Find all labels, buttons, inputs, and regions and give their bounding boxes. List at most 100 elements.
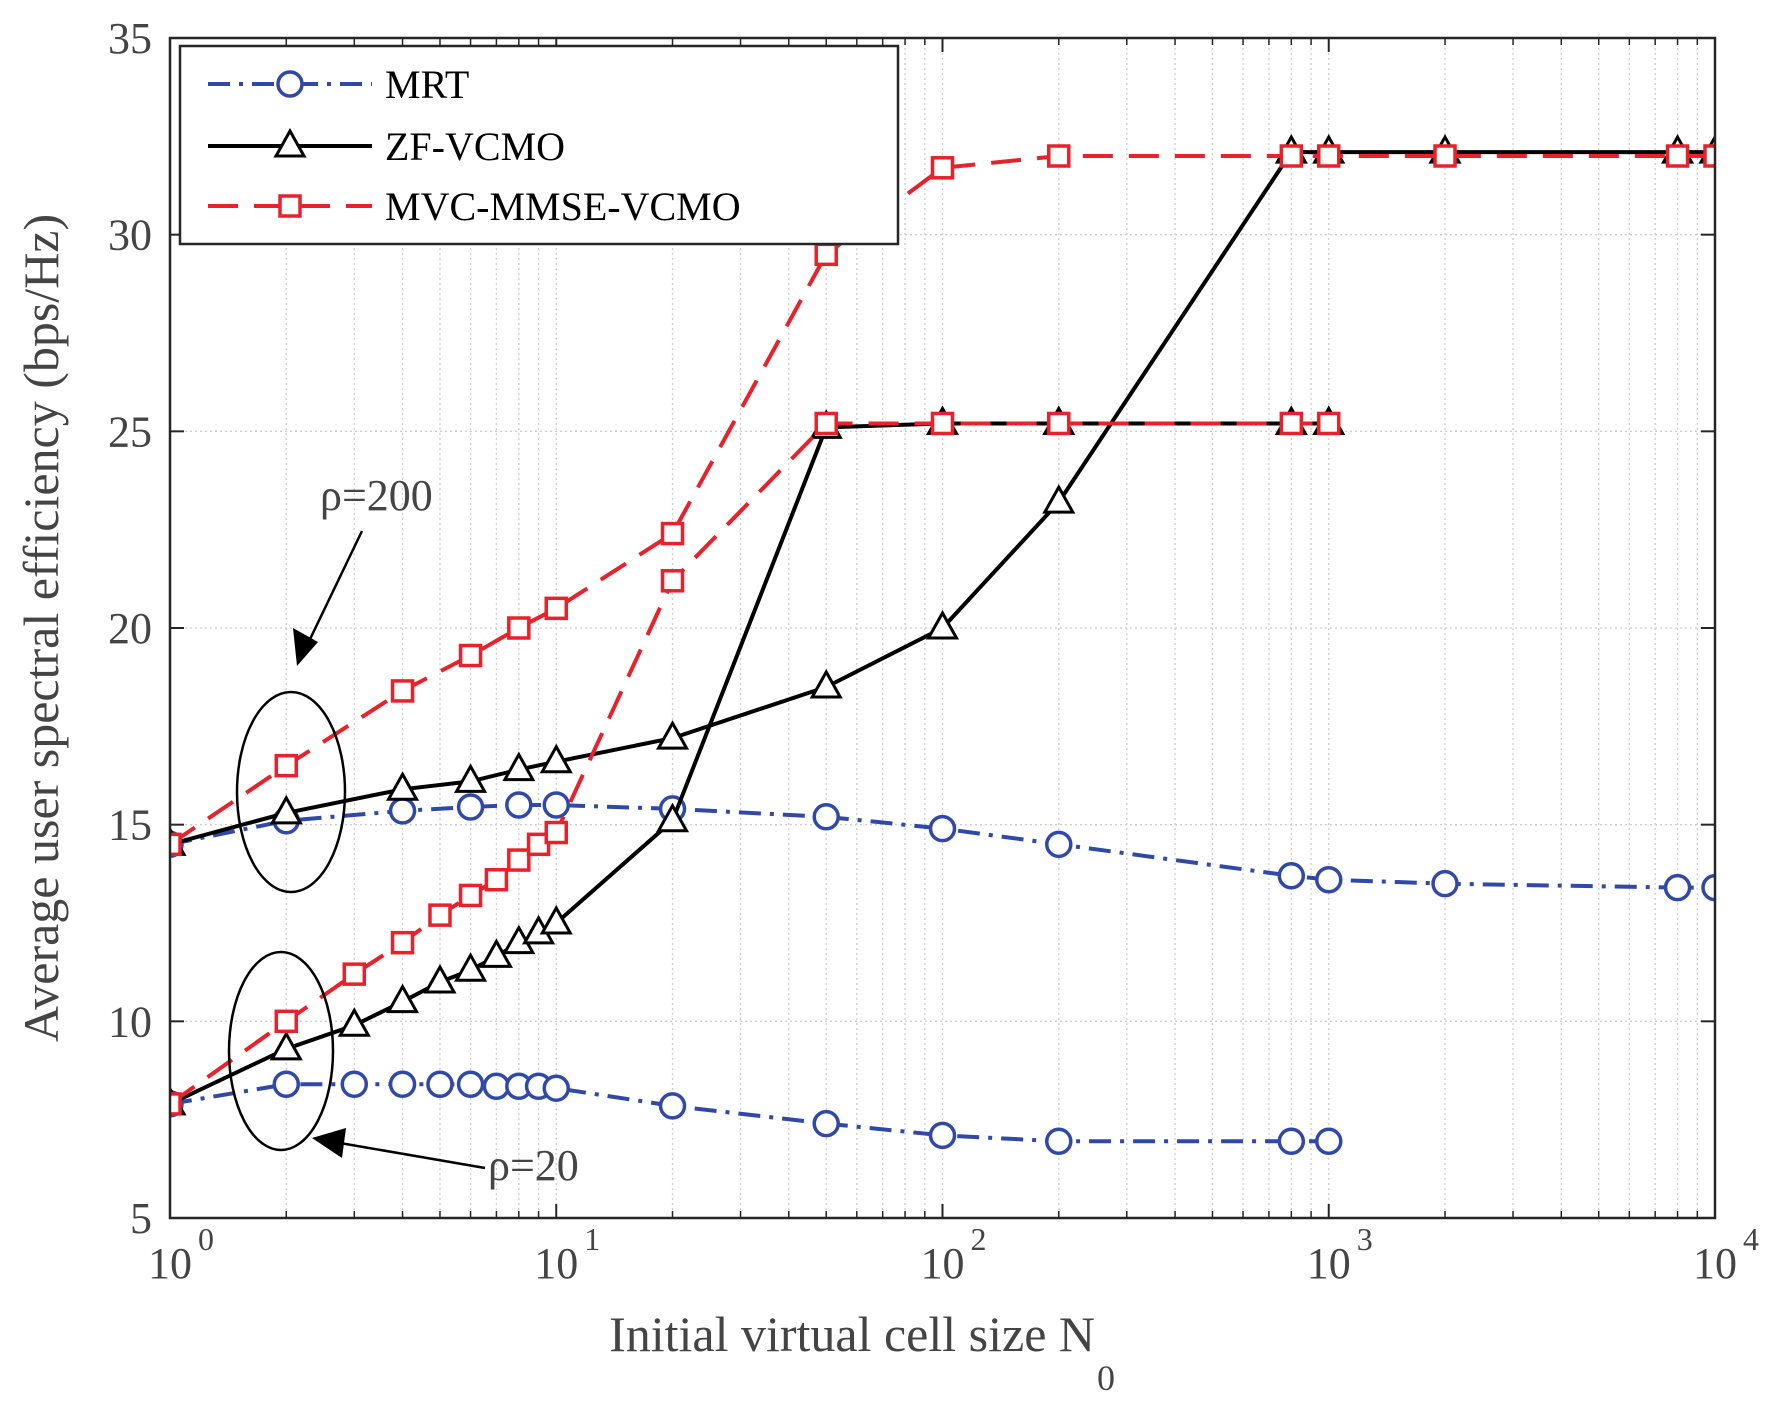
- data-point: [1279, 411, 1304, 436]
- data-point: [502, 751, 536, 782]
- data-point: [1279, 144, 1304, 168]
- x-tick-label-exponent: 1: [584, 1221, 600, 1257]
- data-point: [660, 569, 685, 593]
- x-tick-label-exponent: 4: [1743, 1221, 1759, 1257]
- series-layer: [170, 133, 1715, 1156]
- x-tick-label-exponent: 0: [198, 1221, 214, 1257]
- rho-200-arrowhead: [293, 628, 318, 666]
- data-point: [1665, 144, 1690, 168]
- data-point: [928, 814, 957, 843]
- data-point: [388, 797, 417, 825]
- data-point: [507, 848, 531, 872]
- data-point: [458, 643, 483, 668]
- legend-mvc-marker: [278, 194, 302, 218]
- data-point: [1317, 144, 1341, 168]
- data-point: [1663, 873, 1692, 902]
- data-point: [930, 411, 955, 436]
- data-point: [385, 983, 420, 1014]
- data-point: [482, 1072, 511, 1100]
- y-tick-label: 20: [108, 604, 152, 653]
- data-point: [456, 1070, 485, 1099]
- data-point: [544, 820, 568, 845]
- data-point: [1045, 1127, 1073, 1156]
- annotation-rho-20: ρ=20: [227, 950, 579, 1190]
- data-point: [456, 793, 485, 821]
- y-tick-label: 10: [108, 997, 152, 1046]
- data-point: [814, 411, 838, 436]
- data-point: [809, 668, 843, 699]
- x-tick-label: 10: [1307, 1239, 1351, 1288]
- x-tick-label: 10: [534, 1239, 578, 1288]
- data-point: [925, 609, 960, 640]
- rho-200-label: ρ=200: [320, 471, 433, 520]
- data-point: [426, 1070, 454, 1099]
- rho-20-arrowhead: [312, 1128, 346, 1158]
- legend-entry-mrt: MRT: [208, 62, 469, 107]
- y-tick-label: 15: [108, 801, 152, 850]
- legend-zf-marker: [273, 127, 307, 158]
- data-point: [340, 1070, 369, 1099]
- data-point: [928, 1121, 957, 1150]
- rho-20-ellipse: [227, 950, 335, 1152]
- data-point: [342, 962, 367, 986]
- series-line: [170, 154, 1715, 846]
- data-point: [539, 904, 573, 935]
- legend: MRT ZF-VCMO MVC-MMSE-VCMO: [178, 44, 900, 246]
- legend-entry-zf-vcmo: ZF-VCMO: [208, 124, 565, 169]
- data-point: [1047, 144, 1071, 168]
- rho-20-label: ρ=20: [488, 1141, 579, 1190]
- series-line: [170, 803, 1715, 890]
- x-tick-label: 10: [1693, 1239, 1737, 1288]
- data-point: [385, 771, 420, 801]
- x-tick-label-exponent: 3: [1357, 1221, 1373, 1257]
- annotation-rho-200: ρ=200: [235, 471, 433, 894]
- legend-mrt-label: MRT: [385, 62, 469, 107]
- legend-entry-mvc-mmse-vcmo: MVC-MMSE-VCMO: [208, 184, 741, 229]
- data-point: [526, 832, 551, 857]
- data-point: [170, 1092, 182, 1116]
- x-tick-label: 10: [148, 1239, 192, 1288]
- y-tick-label: 25: [108, 407, 152, 456]
- data-point: [812, 1109, 840, 1138]
- data-point: [1277, 862, 1306, 890]
- data-point: [269, 1030, 303, 1061]
- rho-200-ellipse: [235, 690, 347, 894]
- data-point: [542, 791, 570, 819]
- data-point: [658, 1092, 687, 1120]
- series-mvc-mmse-vcmo-rho-20: [170, 411, 1341, 1116]
- data-point: [454, 763, 488, 793]
- data-point: [1433, 144, 1457, 168]
- data-point: [458, 883, 483, 908]
- data-point: [390, 930, 415, 955]
- data-point: [660, 521, 685, 546]
- data-point: [1701, 873, 1715, 902]
- x-axis-label: Initial virtual cell size N: [609, 1306, 1095, 1362]
- data-point: [1042, 484, 1076, 514]
- data-point: [1317, 411, 1341, 436]
- x-tick-label-exponent: 2: [971, 1221, 987, 1257]
- data-point: [274, 1009, 299, 1034]
- data-point: [1315, 1127, 1343, 1156]
- data-point: [428, 903, 452, 927]
- data-point: [337, 1007, 371, 1037]
- data-point: [542, 1074, 570, 1102]
- data-point: [1277, 1127, 1306, 1156]
- data-point: [390, 679, 415, 703]
- data-point: [544, 596, 568, 621]
- data-point: [170, 832, 182, 857]
- data-point: [1431, 869, 1459, 898]
- x-tick-label: 10: [921, 1239, 965, 1288]
- data-point: [484, 867, 509, 892]
- y-tick-label: 30: [108, 211, 152, 260]
- legend-mrt-marker: [276, 70, 304, 98]
- data-point: [930, 156, 955, 180]
- data-point: [814, 242, 838, 267]
- data-point: [272, 1070, 301, 1099]
- data-point: [655, 720, 690, 750]
- data-point: [1703, 144, 1715, 168]
- data-point: [1045, 830, 1073, 859]
- legend-zf-label: ZF-VCMO: [385, 124, 565, 169]
- y-axis-label: Average user spectral efficiency (bps/Hz…: [13, 214, 69, 1042]
